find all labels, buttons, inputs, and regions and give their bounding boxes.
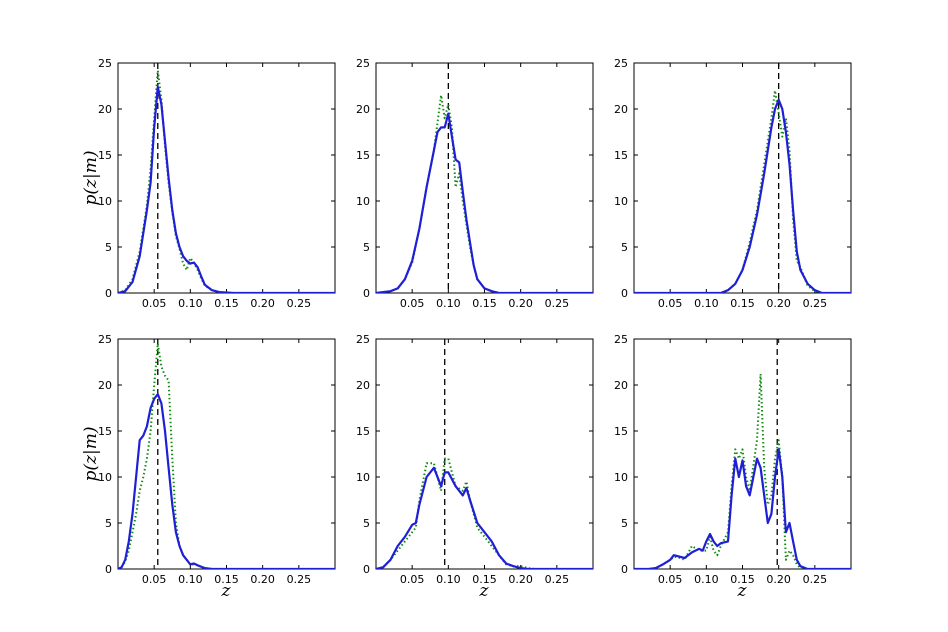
y-tick-label: 25 (356, 57, 370, 70)
y-tick-label: 10 (98, 471, 112, 484)
y-tick-label: 5 (363, 241, 370, 254)
x-tick-label: 0.20 (508, 297, 533, 310)
x-tick-label: 0.10 (436, 297, 461, 310)
y-tick-label: 5 (363, 517, 370, 530)
x-tick-label: 0.25 (545, 297, 570, 310)
series-line-solid (634, 448, 851, 569)
y-tick-label: 20 (614, 379, 628, 392)
x-tick-label: 0.05 (400, 297, 425, 310)
x-tick-label: 0.15 (730, 297, 755, 310)
x-axis-label-left: z (221, 581, 232, 601)
y-tick-label: 5 (621, 241, 628, 254)
y-tick-label: 0 (105, 287, 112, 300)
x-tick-label: 0.05 (658, 297, 683, 310)
x-tick-label: 0.25 (287, 297, 312, 310)
x-tick-label: 0.25 (287, 573, 312, 586)
y-tick-label: 15 (356, 149, 370, 162)
x-tick-label: 0.15 (472, 573, 497, 586)
panel-4: 0 5 10 15 20 25 0.05 0.10 0.15 0.20 0.25 (98, 333, 336, 586)
y-tick-label: 0 (105, 563, 112, 576)
series-line-dotted (634, 89, 851, 293)
y-tick-label: 10 (614, 471, 628, 484)
series-line-dotted (118, 342, 335, 569)
y-axis-label-bottom: p(z|m) (81, 427, 101, 482)
x-tick-label: 0.10 (436, 573, 461, 586)
x-tick-label: 0.10 (694, 573, 719, 586)
y-tick-label: 15 (614, 149, 628, 162)
x-tick-label: 0.25 (545, 573, 570, 586)
x-tick-label: 0.10 (694, 297, 719, 310)
x-tick-label: 0.25 (803, 297, 828, 310)
x-tick-label: 0.15 (214, 297, 239, 310)
series-line-solid (376, 112, 593, 293)
series-line-solid (376, 466, 593, 569)
panel-3: 0 5 10 15 20 25 0.05 0.10 0.15 0.20 0.25 (614, 57, 852, 310)
y-tick-label: 20 (98, 379, 112, 392)
y-axis-label-top: p(z|m) (81, 151, 101, 206)
y-tick-label: 0 (363, 563, 370, 576)
series-line-solid (118, 393, 335, 569)
y-tick-label: 25 (98, 333, 112, 346)
y-tick-label: 25 (98, 57, 112, 70)
x-tick-label: 0.20 (508, 573, 533, 586)
x-tick-label: 0.25 (803, 573, 828, 586)
y-tick-label: 15 (98, 149, 112, 162)
panel-1: 0 5 10 15 20 25 0.05 0.10 0.15 0.20 0.25 (98, 57, 336, 310)
y-tick-label: 0 (363, 287, 370, 300)
x-tick-label: 0.05 (658, 573, 683, 586)
panel-6: 0 5 10 15 20 25 0.05 0.10 0.15 0.20 0.25 (614, 333, 852, 586)
series-line-solid (118, 85, 335, 293)
y-tick-label: 25 (614, 333, 628, 346)
y-tick-label: 5 (105, 517, 112, 530)
axes-frame (117, 338, 336, 570)
y-tick-label: 0 (621, 287, 628, 300)
x-tick-label: 0.20 (766, 573, 791, 586)
x-axis-label-right: z (737, 581, 748, 601)
y-tick-label: 20 (98, 103, 112, 116)
series-line-dotted (634, 373, 851, 569)
y-tick-label: 10 (356, 195, 370, 208)
x-axis-label-middle: z (479, 581, 490, 601)
x-tick-label: 0.15 (730, 573, 755, 586)
x-tick-label: 0.10 (178, 297, 203, 310)
y-tick-label: 10 (614, 195, 628, 208)
y-tick-label: 20 (356, 379, 370, 392)
y-tick-label: 15 (356, 425, 370, 438)
x-tick-label: 0.15 (472, 297, 497, 310)
panel-5: 0 5 10 15 20 25 0.05 0.10 0.15 0.20 0.25 (356, 333, 594, 586)
x-tick-label: 0.05 (142, 573, 167, 586)
y-tick-label: 20 (614, 103, 628, 116)
y-tick-label: 20 (356, 103, 370, 116)
series-line-solid (634, 98, 851, 293)
axes-frame (375, 338, 594, 570)
x-tick-label: 0.10 (178, 573, 203, 586)
axes-frame (375, 62, 594, 294)
series-line-dotted (376, 457, 593, 569)
x-tick-label: 0.05 (400, 573, 425, 586)
y-tick-label: 25 (356, 333, 370, 346)
x-tick-label: 0.05 (142, 297, 167, 310)
y-tick-label: 5 (105, 241, 112, 254)
y-tick-label: 15 (98, 425, 112, 438)
x-tick-label: 0.15 (214, 573, 239, 586)
y-tick-label: 10 (98, 195, 112, 208)
panel-2: 0 5 10 15 20 25 0.05 0.10 0.15 0.20 0.25 (356, 57, 594, 310)
y-tick-label: 15 (614, 425, 628, 438)
axes-frame (633, 62, 852, 294)
y-tick-label: 0 (621, 563, 628, 576)
y-tick-label: 5 (621, 517, 628, 530)
y-tick-label: 10 (356, 471, 370, 484)
x-tick-label: 0.20 (250, 297, 275, 310)
y-tick-label: 25 (614, 57, 628, 70)
x-tick-label: 0.20 (250, 573, 275, 586)
x-tick-label: 0.20 (766, 297, 791, 310)
series-line-dotted (376, 94, 593, 293)
